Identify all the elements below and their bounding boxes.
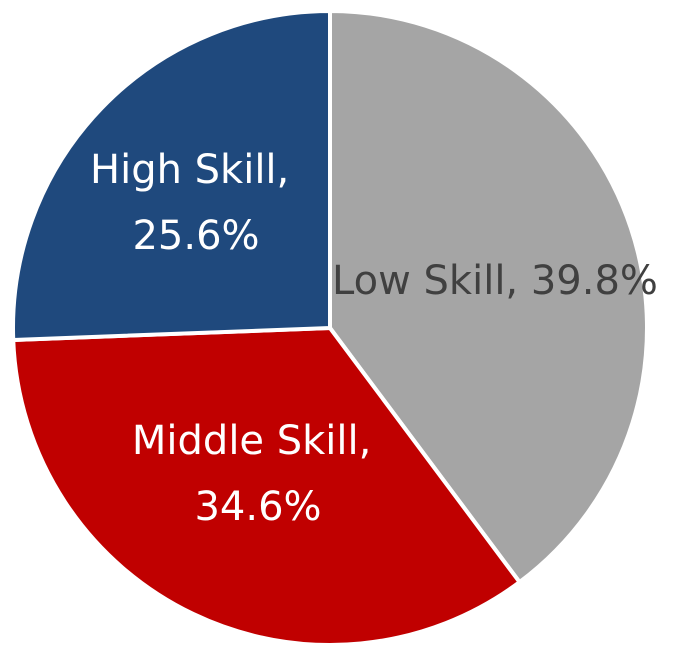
label-line: Middle Skill, bbox=[132, 418, 384, 464]
label-line: 25.6% bbox=[132, 213, 259, 259]
label-line: High Skill, bbox=[90, 147, 302, 193]
pie-slice bbox=[328, 9, 649, 585]
pie-slice bbox=[11, 326, 522, 645]
data-label: Low Skill, 39.8% bbox=[332, 258, 658, 304]
data-label: Middle Skill, 34.6% bbox=[132, 418, 384, 530]
label-line: 34.6% bbox=[194, 484, 321, 530]
pie-slice bbox=[11, 9, 332, 342]
data-label: High Skill, 25.6% bbox=[90, 147, 302, 259]
